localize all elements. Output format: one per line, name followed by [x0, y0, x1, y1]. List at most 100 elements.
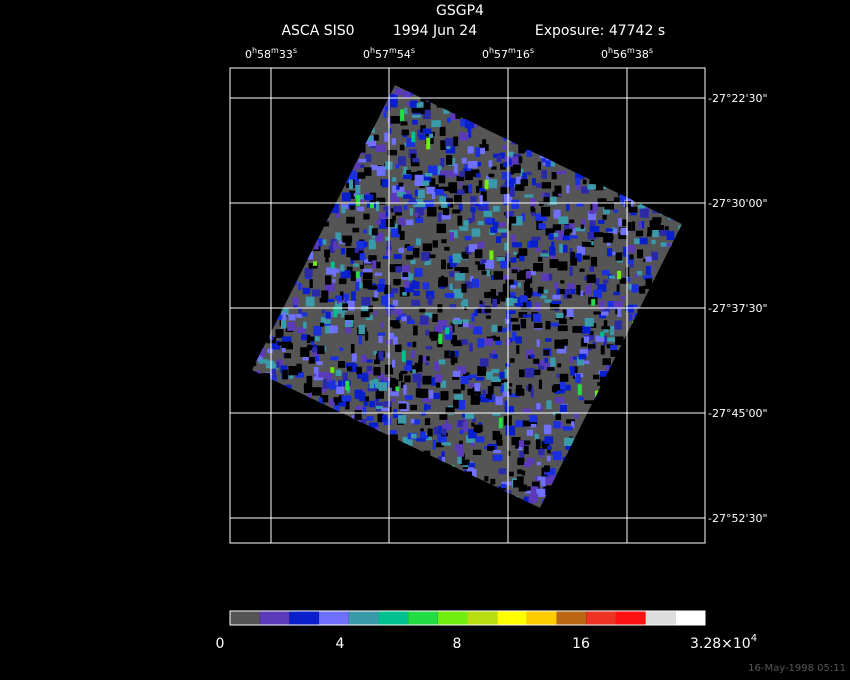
pixel-blob	[302, 400, 311, 410]
pixel-blob	[559, 289, 565, 295]
pixel-blob	[606, 156, 612, 163]
pixel-blob	[555, 397, 565, 404]
pixel-blob	[261, 484, 265, 488]
pixel-blob	[594, 443, 599, 450]
pixel-blob	[481, 270, 491, 275]
pixel-blob	[465, 413, 474, 419]
pixel-blob	[544, 424, 552, 435]
pixel-blob	[379, 467, 390, 473]
pixel-blob	[252, 132, 255, 137]
pixel-blob	[375, 497, 385, 504]
pixel-blob	[637, 384, 642, 390]
pixel-blob	[551, 300, 562, 304]
pixel-blob	[673, 328, 680, 335]
pixel-blob	[527, 109, 536, 118]
pixel-blob	[272, 285, 281, 293]
pixel-blob	[516, 345, 520, 354]
pixel-blob	[352, 353, 357, 362]
pixel-blob	[679, 464, 682, 472]
pixel-blob	[423, 101, 431, 110]
pixel-blob	[424, 200, 434, 209]
pixel-blob	[299, 188, 308, 198]
pixel-blob	[456, 476, 460, 481]
pixel-blob	[657, 190, 663, 197]
pixel-blob	[432, 240, 438, 248]
pixel-blob	[635, 169, 641, 179]
pixel-blob	[295, 399, 304, 407]
pixel-blob	[277, 245, 283, 249]
pixel-blob	[653, 89, 660, 97]
pixel-blob	[617, 127, 627, 132]
pixel-blob	[573, 144, 579, 152]
pixel-blob	[385, 477, 391, 482]
pixel-blob	[590, 256, 598, 267]
pixel-blob	[406, 319, 415, 324]
pixel-blob	[254, 180, 259, 185]
pixel-blob	[571, 227, 576, 235]
pixel-blob	[393, 279, 401, 285]
pixel-blob	[391, 398, 396, 403]
pixel-blob	[567, 294, 572, 298]
pixel-blob	[409, 208, 413, 216]
pixel-blob	[430, 487, 439, 493]
pixel-blob	[654, 358, 660, 369]
pixel-blob	[668, 143, 673, 151]
pixel-blob	[541, 273, 549, 281]
pixel-blob	[467, 218, 473, 224]
pixel-blob	[642, 351, 651, 361]
pixel-blob	[547, 495, 558, 506]
pixel-blob	[341, 206, 346, 214]
pixel-blob	[501, 481, 512, 486]
pixel-blob	[555, 85, 560, 93]
pixel-blob	[553, 451, 562, 461]
pixel-blob	[529, 415, 537, 423]
pixel-blob	[452, 209, 461, 214]
pixel-blob	[410, 365, 419, 373]
pixel-blob	[467, 128, 472, 138]
pixel-blob	[625, 101, 630, 105]
pixel-blob	[374, 359, 380, 365]
pixel-blob	[579, 349, 588, 356]
pixel-blob	[479, 195, 483, 205]
pixel-blob	[496, 88, 506, 99]
pixel-blob	[350, 130, 355, 140]
pixel-blob	[454, 493, 461, 499]
pixel-blob	[480, 93, 491, 100]
pixel-blob	[411, 433, 417, 439]
pixel-blob	[293, 449, 304, 458]
pixel-blob	[367, 285, 378, 290]
pixel-blob	[525, 368, 535, 378]
pixel-blob	[634, 273, 638, 279]
pixel-blob	[301, 240, 308, 247]
pixel-blob	[282, 369, 288, 380]
colorbar-swatch	[586, 611, 616, 625]
pixel-blob	[443, 485, 450, 493]
pixel-blob	[579, 360, 590, 364]
pixel-blob	[524, 194, 534, 198]
pixel-blob	[263, 385, 269, 392]
pixel-blob	[635, 230, 644, 237]
pixel-blob	[461, 497, 467, 501]
pixel-blob	[393, 336, 398, 345]
pixel-blob	[454, 194, 462, 205]
pixel-blob	[506, 415, 512, 419]
pixel-blob	[265, 405, 271, 410]
pixel-blob	[541, 155, 546, 163]
pixel-blob	[398, 403, 407, 410]
pixel-blob	[388, 461, 398, 471]
pixel-blob	[492, 221, 499, 229]
pixel-blob	[545, 100, 553, 105]
pixel-blob	[440, 484, 450, 489]
pixel-blob	[569, 356, 573, 364]
ra-label: 0h56m38s	[601, 46, 653, 61]
pixel-blob	[411, 107, 422, 113]
pixel-blob	[325, 255, 329, 263]
pixel-blob	[620, 103, 628, 109]
pixel-blob	[540, 118, 550, 124]
pixel-blob	[420, 388, 428, 398]
pixel-blob	[445, 325, 453, 336]
pixel-blob	[568, 235, 578, 239]
pixel-blob	[329, 485, 335, 495]
pixel-blob	[425, 404, 431, 410]
pixel-blob	[563, 426, 573, 431]
